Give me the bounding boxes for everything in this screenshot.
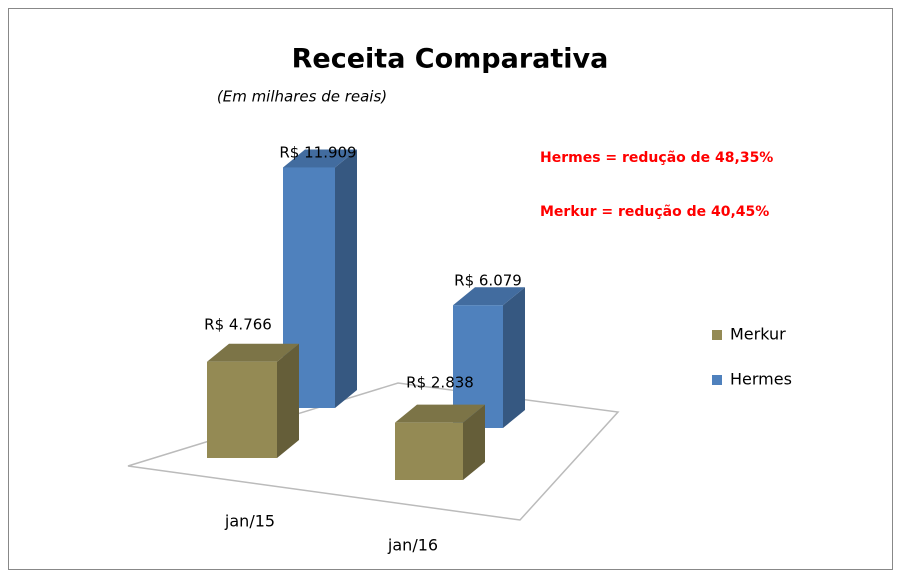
bar — [395, 404, 485, 480]
bar-front — [207, 361, 277, 458]
x-tick-label: jan/15 — [224, 512, 275, 531]
bar-side — [277, 343, 299, 458]
bar-top — [395, 404, 485, 423]
value-label: R$ 4.766 — [204, 316, 272, 334]
bar-side — [463, 404, 485, 480]
bar-top — [283, 149, 357, 168]
annotation: Merkur = redução de 40,45% — [540, 204, 769, 220]
value-label: R$ 6.079 — [454, 272, 522, 290]
annotation: Hermes = redução de 48,35% — [540, 150, 773, 166]
legend-swatch — [712, 375, 722, 385]
bar-top — [207, 343, 299, 362]
bar — [207, 343, 299, 458]
legend-label: Merkur — [730, 325, 786, 344]
x-tick-label: jan/16 — [387, 536, 438, 555]
bar-top — [453, 287, 525, 306]
bar-side — [503, 287, 525, 428]
bar-front — [395, 422, 463, 480]
value-label: R$ 2.838 — [406, 374, 474, 392]
value-label: R$ 11.909 — [279, 144, 356, 162]
chart-title: Receita Comparativa — [292, 44, 609, 75]
bar — [283, 149, 357, 408]
legend-label: Hermes — [730, 370, 792, 389]
legend-swatch — [712, 330, 722, 340]
bar-side — [335, 149, 357, 408]
chart-subtitle: (Em milhares de reais) — [217, 88, 387, 106]
bar — [453, 287, 525, 428]
